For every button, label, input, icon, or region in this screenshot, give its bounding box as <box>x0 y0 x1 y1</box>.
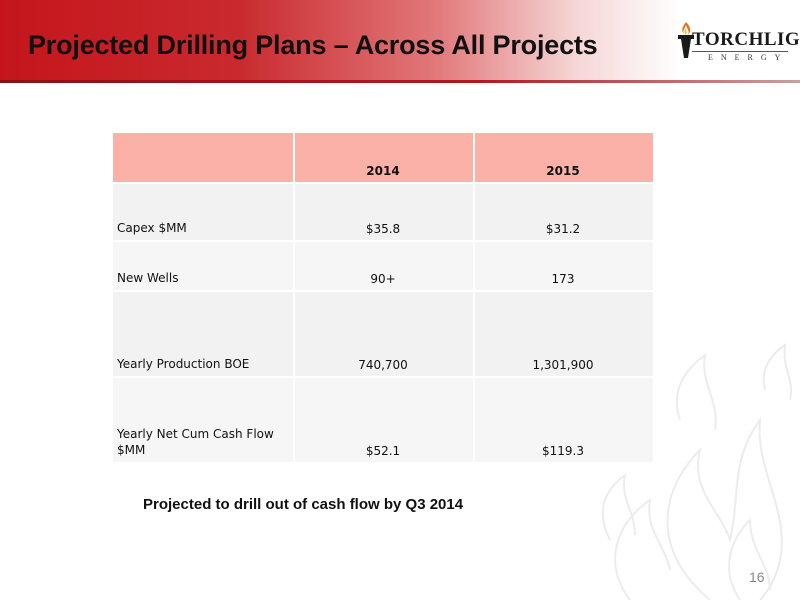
table-row: Capex $MM $35.8 $31.2 <box>113 183 655 242</box>
logo-text: ORCHLIGHT <box>704 29 800 50</box>
cash-flow-note: Projected to drill out of cash flow by Q… <box>143 496 464 513</box>
logo-subtext: ENERGY <box>708 53 789 62</box>
row-label: Yearly Net Cum Cash Flow $MM <box>113 377 295 464</box>
table-row: Yearly Production BOE 740,700 1,301,900 <box>113 291 655 378</box>
cell-2015: 1,301,900 <box>474 291 655 378</box>
table-header-row: 2014 2015 <box>113 133 655 184</box>
cell-2014: $52.1 <box>294 377 475 464</box>
row-label: Yearly Production BOE <box>113 291 295 378</box>
cell-2015: $119.3 <box>474 377 655 464</box>
cell-2014: $35.8 <box>294 183 475 242</box>
table-header-cell: 2015 <box>474 133 655 184</box>
logo-initial: T <box>692 29 705 50</box>
cell-2015: $31.2 <box>474 183 655 242</box>
cell-2014: 740,700 <box>294 291 475 378</box>
logo-rule <box>692 51 788 52</box>
row-label: New Wells <box>113 241 295 292</box>
drilling-plans-table: 2014 2015 Capex $MM $35.8 $31.2 New Well… <box>113 133 655 464</box>
logo-wordmark: TORCHLIGHT <box>692 29 800 51</box>
table-row: New Wells 90+ 173 <box>113 241 655 292</box>
cell-2015: 173 <box>474 241 655 292</box>
header-rule <box>0 80 800 83</box>
table-row: Yearly Net Cum Cash Flow $MM $52.1 $119.… <box>113 377 655 464</box>
torchlight-logo: TORCHLIGHT ENERGY <box>672 20 800 70</box>
table-header-cell: 2014 <box>294 133 475 184</box>
slide-title: Projected Drilling Plans – Across All Pr… <box>28 30 598 60</box>
torch-icon <box>678 22 694 58</box>
slide-header-band <box>0 0 800 82</box>
row-label: Capex $MM <box>113 183 295 242</box>
table-header-cell <box>113 133 295 184</box>
cell-2014: 90+ <box>294 241 475 292</box>
flame-watermark-icon <box>601 342 793 600</box>
page-number: 16 <box>749 569 765 585</box>
